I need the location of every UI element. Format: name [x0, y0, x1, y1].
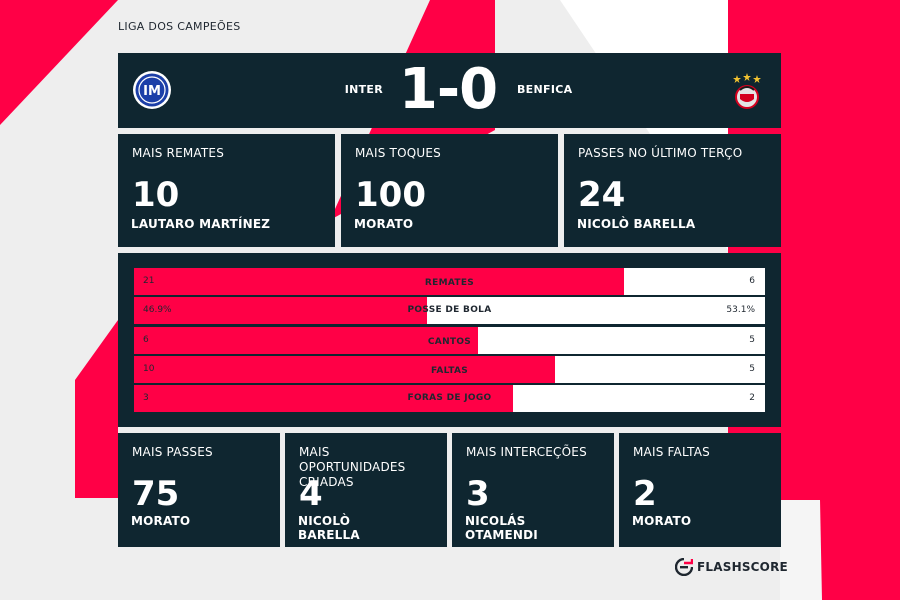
stat-value: 100 [355, 175, 426, 215]
stat-label: FALTAS [430, 366, 468, 376]
home-share-bar [134, 327, 478, 354]
stat-title: PASSES NO ÚLTIMO TERÇO [578, 146, 743, 160]
home-share-bar [134, 385, 513, 412]
benfica-crest-icon [733, 73, 761, 109]
home-share-bar [134, 356, 555, 383]
top-stat-card: MAIS TOQUES 100 MORATO [341, 134, 558, 247]
home-share-bar [134, 268, 624, 295]
away-value: 5 [749, 335, 755, 345]
stat-label: CANTOS [427, 337, 472, 347]
bottom-stat-card: MAIS INTERCEÇÕES 3 NICOLÁS OTAMENDI [452, 433, 614, 547]
inter-crest-icon: IM [133, 71, 171, 109]
stat-player: NICOLÒ BARELLA [577, 217, 696, 231]
stat-player: NICOLÒ BARELLA [298, 514, 360, 542]
away-value: 6 [749, 276, 755, 286]
stat-player: MORATO [131, 514, 191, 528]
stat-value: 75 [132, 474, 180, 514]
away-value: 53.1% [726, 305, 755, 315]
stat-value: 24 [578, 175, 626, 215]
stat-value: 3 [466, 474, 490, 514]
stat-value: 2 [633, 474, 657, 514]
bottom-stat-card: MAIS OPORTUNIDADES CRIADAS 4 NICOLÒ BARE… [285, 433, 447, 547]
comparison-row: 3 FORAS DE JOGO 2 [134, 385, 765, 412]
home-value: 6 [143, 335, 149, 345]
stat-player: LAUTARO MARTÍNEZ [131, 217, 271, 231]
stat-title: MAIS PASSES [132, 445, 213, 459]
home-share-bar [134, 297, 428, 324]
stat-title: MAIS TOQUES [355, 146, 441, 160]
brand-name: FLASHSCORE [697, 560, 788, 574]
bottom-stat-card: MAIS FALTAS 2 MORATO [619, 433, 781, 547]
stat-player: NICOLÁS OTAMENDI [465, 514, 538, 542]
flashscore-brand: FLASHSCORE [675, 557, 788, 577]
competition-title: LIGA DOS CAMPEÕES [118, 20, 241, 33]
home-value: 21 [143, 276, 155, 286]
home-value: 46.9% [143, 305, 172, 315]
stat-player: MORATO [632, 514, 692, 528]
stat-title: MAIS REMATES [132, 146, 225, 160]
flashscore-logo-icon [675, 558, 693, 576]
stat-value: 10 [132, 175, 180, 215]
svg-text:IM: IM [143, 84, 161, 99]
stat-title: MAIS INTERCEÇÕES [466, 445, 587, 459]
comparison-row: 21 REMATES 6 [134, 268, 765, 295]
top-stat-card: PASSES NO ÚLTIMO TERÇO 24 NICOLÒ BARELLA [564, 134, 781, 247]
comparison-row: 46.9% POSSE DE BOLA 53.1% [134, 297, 765, 324]
team-comparison: 21 REMATES 6 46.9% POSSE DE BOLA 53.1% 6… [118, 253, 781, 427]
bottom-stat-card: MAIS PASSES 75 MORATO [118, 433, 280, 547]
stat-label: REMATES [424, 278, 475, 288]
away-value: 2 [749, 393, 755, 403]
stat-title: MAIS FALTAS [633, 445, 711, 459]
stat-label: POSSE DE BOLA [407, 305, 492, 315]
stat-title: MAIS OPORTUNIDADES CRIADAS [299, 445, 406, 489]
comparison-row: 6 CANTOS 5 [134, 327, 765, 354]
away-team-name: BENFICA [517, 83, 573, 96]
stat-label: FORAS DE JOGO [407, 393, 492, 403]
home-team-name: INTER [344, 83, 383, 96]
comparison-row: 10 FALTAS 5 [134, 356, 765, 383]
top-stat-card: MAIS REMATES 10 LAUTARO MARTÍNEZ [118, 134, 335, 247]
match-header: IM INTER 1-0 BENFICA [118, 53, 781, 128]
home-value: 10 [143, 364, 155, 374]
away-value: 5 [749, 364, 755, 374]
home-value: 3 [143, 393, 149, 403]
stat-value: 4 [299, 474, 323, 514]
match-score: 1-0 [398, 57, 498, 122]
stat-player: MORATO [354, 217, 414, 231]
